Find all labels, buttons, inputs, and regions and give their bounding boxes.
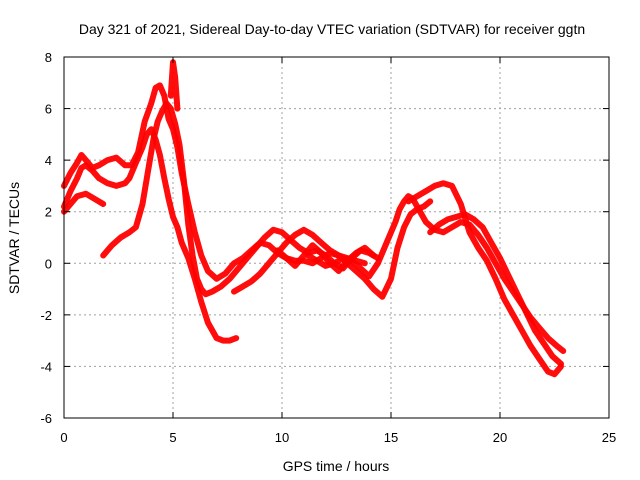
y-axis-label: SDTVAR / TECUs — [6, 182, 22, 294]
y-tick-label: -4 — [40, 359, 52, 374]
plot-frame — [63, 56, 610, 419]
x-tick-label: 15 — [384, 430, 398, 445]
y-tick-label: 8 — [45, 50, 52, 65]
y-tick-label: 2 — [45, 205, 52, 220]
y-tick-label: -6 — [40, 411, 52, 426]
series-spike-1 — [167, 59, 181, 112]
series-arc-8 — [427, 211, 564, 367]
axis-ticks: 0 5 10 15 20 25 -6 -4 -2 0 2 4 6 8 — [40, 50, 616, 445]
x-tick-label: 0 — [60, 430, 67, 445]
x-tick-label: 20 — [493, 430, 507, 445]
series-arc-6 — [305, 193, 567, 354]
x-axis-label: GPS time / hours — [283, 458, 390, 474]
y-tick-label: 4 — [45, 153, 52, 168]
series-arc-7 — [405, 180, 564, 378]
x-tick-label: 25 — [602, 430, 616, 445]
x-tick-label: 5 — [169, 430, 176, 445]
series-arc-9 — [274, 242, 377, 274]
y-tick-label: 6 — [45, 102, 52, 117]
chart-title: Day 321 of 2021, Sidereal Day-to-day VTE… — [79, 21, 585, 37]
y-tick-label: -2 — [40, 308, 52, 323]
y-tick-label: 0 — [45, 256, 52, 271]
series-arc-3 — [61, 190, 107, 215]
series-layer — [61, 59, 567, 378]
x-tick-label: 10 — [275, 430, 289, 445]
series-arc-5 — [231, 198, 434, 300]
grid — [64, 57, 609, 418]
